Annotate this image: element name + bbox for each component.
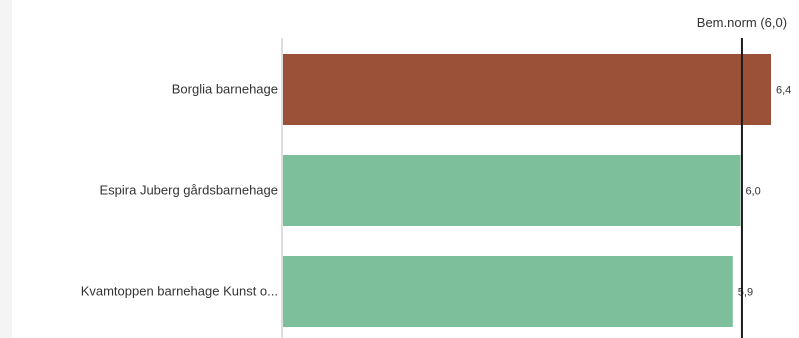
- norm-reference-label: Bem.norm (6,0): [697, 15, 787, 30]
- value-label-3: 5,9: [738, 287, 753, 299]
- category-label-2: Espira Juberg gårdsbarnehage: [99, 183, 278, 198]
- side-panel-strip: [0, 0, 12, 338]
- category-labels-group: Borglia barnehage Espira Juberg gårdsbarn…: [81, 82, 278, 299]
- bars-group: [283, 54, 771, 327]
- value-label-2: 6,0: [745, 186, 760, 198]
- bar-2[interactable]: [283, 155, 741, 226]
- category-label-3: Kvamtoppen barnehage Kunst o...: [81, 284, 278, 299]
- bar-1[interactable]: [283, 54, 771, 125]
- value-label-1: 6,4: [776, 85, 791, 97]
- category-label-1: Borglia barnehage: [172, 82, 278, 97]
- bar-3[interactable]: [283, 256, 733, 327]
